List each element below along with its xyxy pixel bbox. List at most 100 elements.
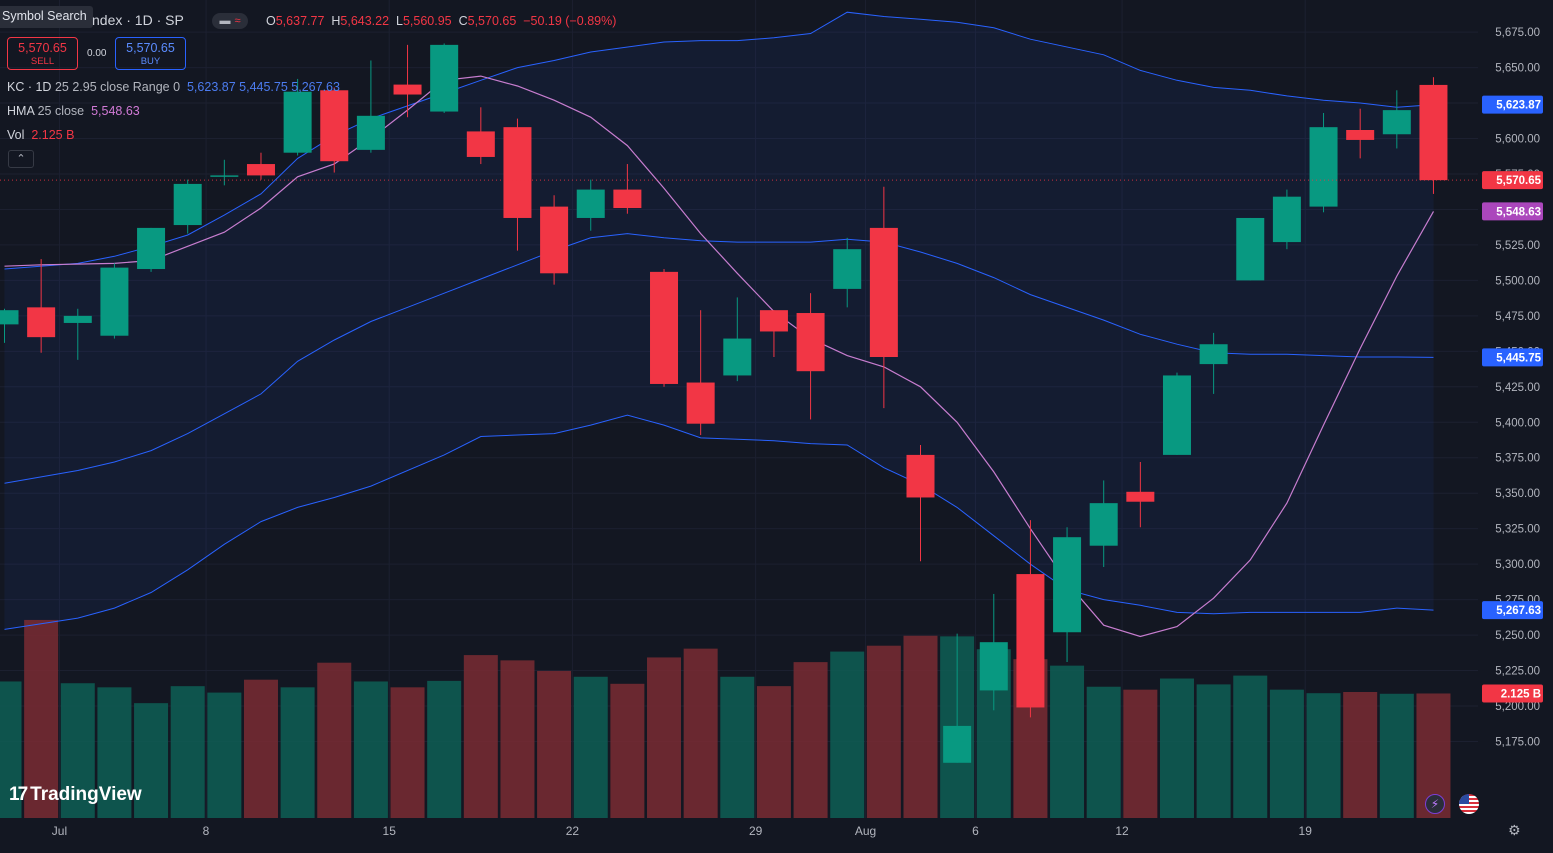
volume-bar [720,676,755,818]
price-tick-label: 5,200.00 [1495,701,1540,713]
settings-icon[interactable]: ⚙ [1508,822,1521,838]
candle-body [540,206,569,274]
price-badge-label: 5,623.87 [1496,100,1541,112]
candle-body [1053,537,1082,633]
price-badge: 5,623.87 [1482,95,1543,114]
price-tick-label: 5,175.00 [1495,737,1540,749]
candle-body [27,307,56,338]
indicator-kc[interactable]: KC · 1D 25 2.95 close Range 0 5,623.87 5… [7,80,340,94]
candle [1089,480,1118,567]
price-badge: 2.125 B [1482,684,1543,703]
sell-button[interactable]: 5,570.65 SELL [7,37,78,70]
candle-body [796,313,825,372]
price-badge-bg [1482,95,1543,114]
symbol-title[interactable]: ndex · 1D · SP [92,12,184,28]
buy-button[interactable]: 5,570.65 BUY [115,37,186,70]
volume-bar [573,676,608,818]
volume-bar [60,683,95,818]
candle-body [1419,84,1448,181]
price-tick-label: 5,325.00 [1495,524,1540,536]
dash-icon: ▬ [219,15,231,27]
price-tick-label: 5,675.00 [1495,27,1540,39]
indicator-vol[interactable]: Vol 2.125 B [7,128,75,142]
volume-bar [207,692,242,818]
candle [723,297,752,382]
time-axis-bg [0,818,1553,853]
candle-body [1162,375,1191,455]
candle-body [613,189,642,209]
candle [356,60,385,153]
candle [210,159,239,186]
volume-bar [1269,689,1304,818]
candle-body [283,91,312,153]
chart-mode-toggle[interactable]: ▬ ≈ [212,13,248,29]
volume-bar [280,687,315,818]
candle [320,87,349,173]
candle [540,195,569,285]
candle [393,44,422,118]
candle-body [869,227,898,358]
price-tick-label: 5,525.00 [1495,240,1540,252]
candle-body [356,115,385,150]
price-tick-label: 5,225.00 [1495,666,1540,678]
ohlc-readout: O5,637.77 H5,643.22 L5,560.95 C5,570.65 … [266,14,617,28]
symbol-search-button[interactable]: Symbol Search [0,6,93,28]
volume-bar [756,686,791,818]
candle [833,237,862,308]
price-tick-label: 5,400.00 [1495,417,1540,429]
price-tick-label: 5,650.00 [1495,63,1540,75]
candle [246,152,275,180]
candle [1382,90,1411,149]
candle [1236,217,1265,281]
hma-line [4,75,1435,638]
candle-body [1236,217,1265,281]
high-value: 5,643.22 [340,14,390,28]
volume-bar [793,662,828,818]
price-badge-bg [1482,171,1543,190]
candle-body [943,725,972,763]
volume-bar [1123,689,1158,818]
price-axis: 5,175.005,200.005,225.005,250.005,275.00… [1482,27,1543,749]
candle [1126,461,1155,528]
volume-bar [866,645,901,818]
collapse-indicators-button[interactable]: ⌃ [8,150,34,168]
time-tick-label: 12 [1115,824,1129,838]
candles [0,43,1448,763]
volume-bar [243,679,278,818]
candle-body [686,382,715,424]
spread-value: 0.00 [87,48,107,59]
volume-bar [317,662,352,818]
indicator-hma[interactable]: HMA 25 close 5,548.63 [7,104,140,118]
kc-middle-value: 5,445.75 [239,80,288,94]
volume-bar [1306,693,1341,818]
candle-body [246,164,275,176]
kc-lower-line [4,414,1434,630]
time-tick-label: 8 [203,824,210,838]
candle-body [1272,196,1301,243]
tradingview-logo[interactable]: 17 TradingView [9,784,142,806]
us-flag-icon[interactable] [1459,794,1479,814]
candle-body [759,310,788,332]
candle [686,310,715,436]
volume-bar [1379,693,1414,818]
lightning-icon[interactable]: ⚡ [1425,794,1445,814]
candle-body [173,183,202,226]
candle [1419,77,1448,194]
candle [613,164,642,214]
vol-value: 2.125 B [31,128,75,142]
time-tick-label: 6 [972,824,979,838]
candle-body [503,127,532,218]
time-tick-label: 19 [1299,824,1313,838]
price-tick-label: 5,350.00 [1495,488,1540,500]
candle [1272,189,1301,250]
kc-upper-value: 5,623.87 [186,80,236,94]
candle-body [63,315,92,323]
candle [1016,520,1045,718]
candle-body [430,44,459,112]
candle [466,107,495,165]
candle-body [1382,110,1411,135]
volume-bar [0,681,22,818]
candle-body [1016,574,1045,708]
candle [1346,108,1375,159]
